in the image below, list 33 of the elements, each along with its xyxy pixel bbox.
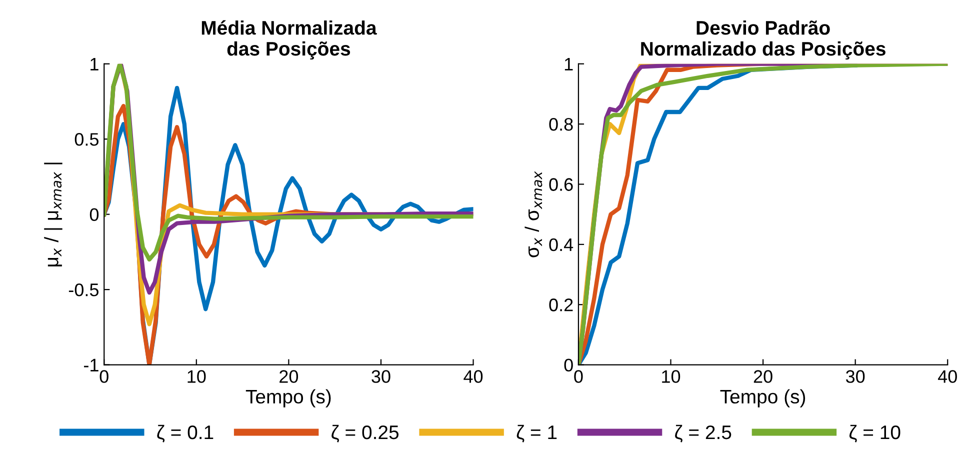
y-tick-label: 1	[90, 58, 98, 70]
y-tick-label: 1	[564, 58, 573, 70]
legend-label: ζ = 1	[516, 424, 557, 442]
chart-title: Desvio Padrão Normalizado das Posições	[641, 20, 886, 60]
x-tick-label: 0	[574, 370, 583, 383]
line-series	[578, 64, 948, 365]
y-tick-label: 0	[90, 208, 99, 222]
y-tick-label: 0.8	[549, 118, 573, 131]
y-tick-label: 0	[564, 358, 573, 372]
x-tick-label: 0	[100, 370, 108, 383]
legend-label: ζ = 2.5	[675, 424, 732, 442]
x-tick-label: 10	[188, 370, 206, 383]
x-tick-label: 30	[372, 370, 390, 383]
y-tick-label: 0.2	[549, 298, 573, 312]
x-axis-title: Tempo (s)	[720, 389, 806, 408]
legend-label: ζ = 0.25	[332, 424, 399, 442]
x-tick-label: 10	[662, 370, 680, 383]
x-tick-label: 40	[938, 370, 957, 383]
legend-label: ζ = 10	[849, 424, 900, 442]
y-tick-label: -1	[84, 358, 98, 372]
x-axis-title: Tempo (s)	[246, 389, 331, 408]
y-axis-title: μ$_{x}$ / | μ$_{xmax}$ |	[44, 162, 62, 266]
y-tick-label: 0.4	[549, 238, 574, 252]
x-tick-label: 30	[846, 370, 865, 383]
chart-title: Média Normalizada das Posições	[202, 20, 377, 60]
x-tick-label: 40	[464, 370, 483, 383]
y-tick-label: 0.5	[74, 133, 98, 146]
y-axis-title: σ$_{x}$ / σ$_{xmax}$	[524, 171, 542, 258]
x-tick-label: 20	[754, 370, 772, 383]
legend-label: ζ = 0.1	[157, 424, 214, 442]
y-tick-label: -0.5	[68, 283, 98, 296]
x-tick-label: 20	[280, 370, 298, 383]
y-tick-label: 0.6	[549, 178, 573, 191]
